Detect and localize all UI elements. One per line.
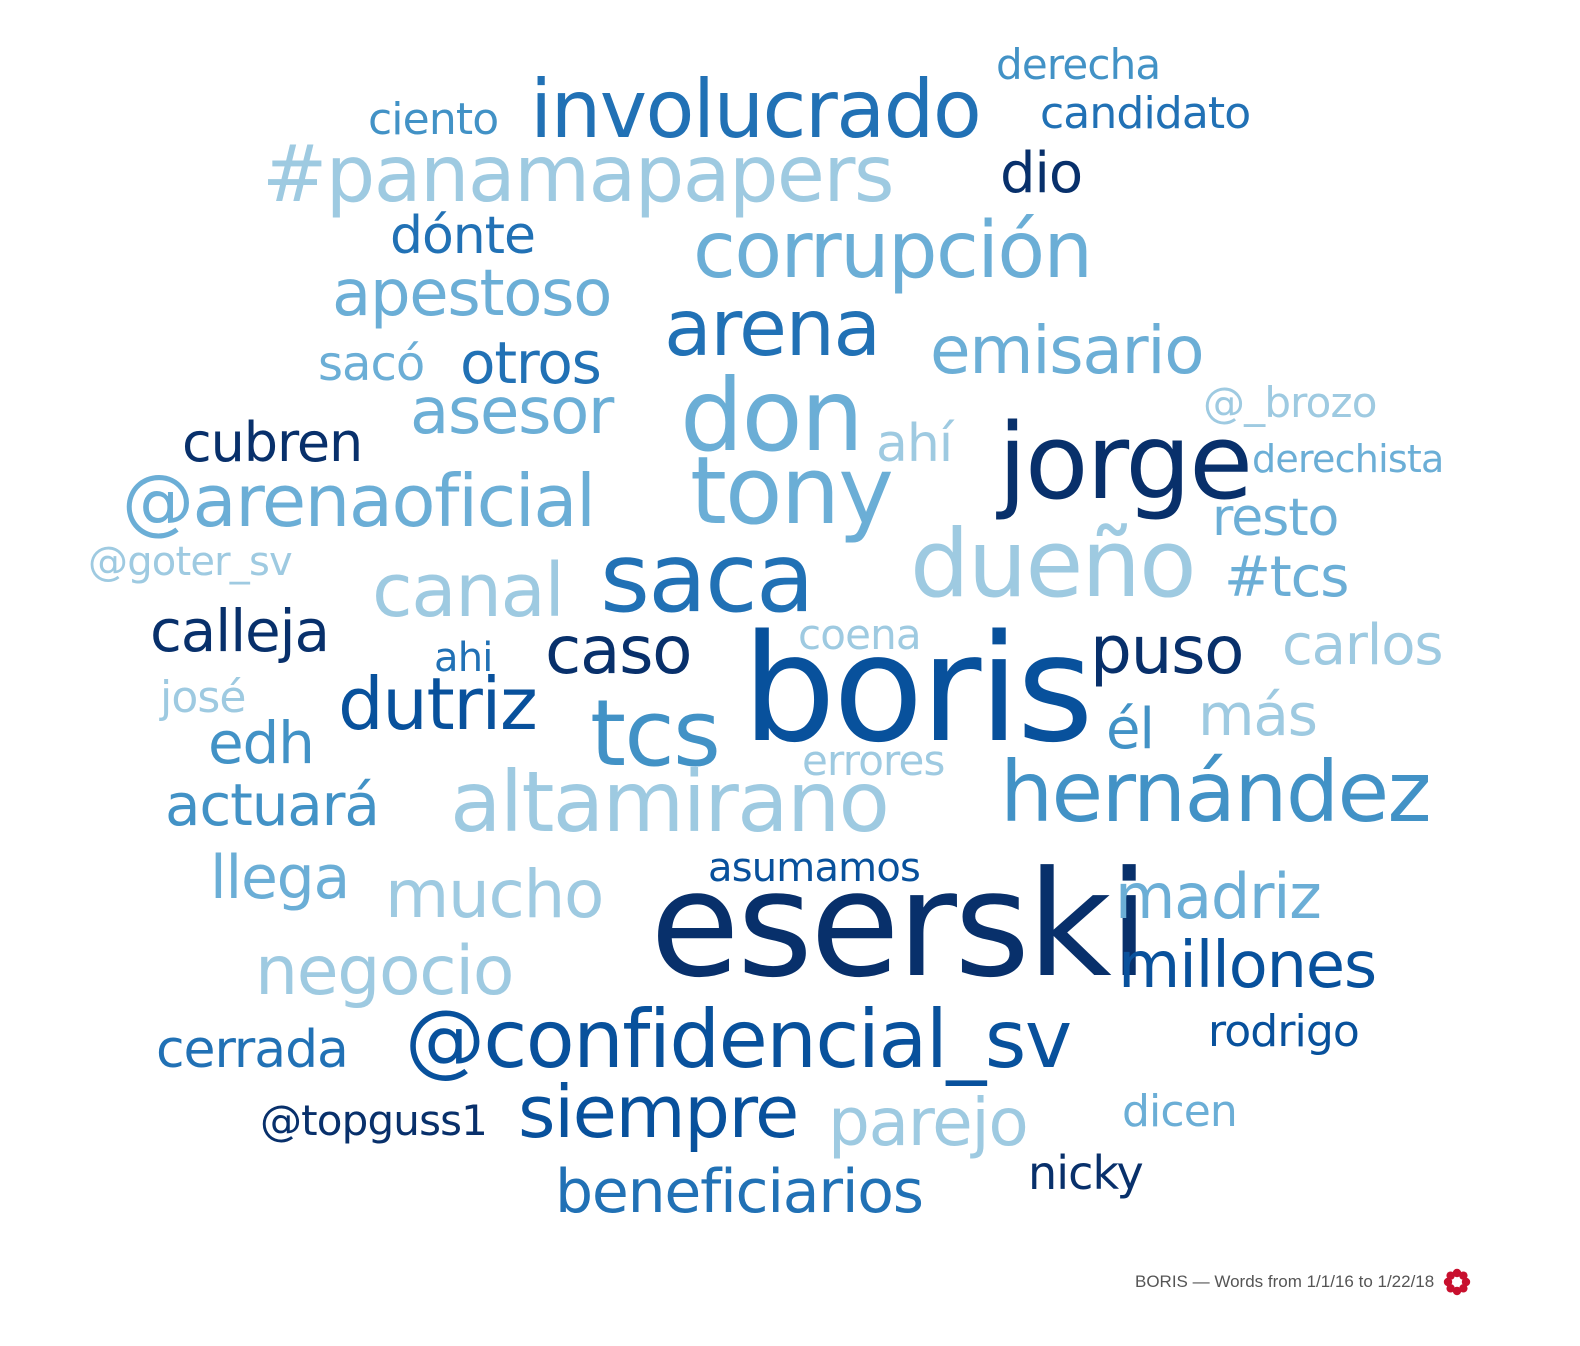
- word-jose: josé: [160, 672, 247, 723]
- word-beneficiarios: beneficiarios: [555, 1157, 924, 1227]
- word-confidencial-sv: @confidencial_sv: [405, 993, 1072, 1086]
- word-arenaoficial: @arenaoficial: [122, 459, 596, 543]
- word-saca: saca: [600, 522, 815, 634]
- word-jorge: jorge: [998, 401, 1253, 523]
- flower-petal: [1459, 1284, 1468, 1293]
- word-apestoso: apestoso: [332, 257, 612, 331]
- word-cerrada: cerrada: [156, 1020, 349, 1080]
- word-hernandez: hernández: [1000, 743, 1432, 841]
- word-rodrigo: rodrigo: [1208, 1006, 1360, 1057]
- flower-petal: [1453, 1268, 1462, 1278]
- flower-petal: [1444, 1277, 1453, 1287]
- word-boris: boris: [742, 603, 1094, 775]
- word-ciento: ciento: [368, 94, 499, 145]
- word-siempre: siempre: [518, 1070, 799, 1154]
- word-arena: arena: [664, 284, 881, 374]
- word-dueno: dueño: [910, 510, 1197, 619]
- word-saco: sacó: [318, 336, 425, 392]
- word-actuara: actuará: [165, 771, 380, 839]
- word-panamapapers: #panamapapers: [262, 130, 894, 220]
- word-don: don: [680, 357, 864, 474]
- word-calleja: calleja: [150, 597, 330, 665]
- word-dutriz: dutriz: [338, 662, 538, 746]
- word-eserski: eserski: [650, 840, 1149, 1010]
- word-asumamos: asumamos: [708, 845, 921, 891]
- word-ahi-accent: ahí: [876, 414, 953, 474]
- word-emisario: emisario: [930, 312, 1205, 389]
- word-el: él: [1106, 697, 1155, 762]
- word-ahi: ahi: [434, 635, 493, 681]
- word-tony: tony: [690, 437, 894, 546]
- word-topguss1: @topguss1: [260, 1096, 488, 1145]
- word-asesor: asesor: [410, 375, 614, 449]
- footer-caption: BORIS — Words from 1/1/16 to 1/22/18: [1135, 1268, 1472, 1296]
- word-mucho: mucho: [385, 856, 604, 933]
- word-corrupcion: corrupción: [693, 206, 1093, 296]
- word-canal: canal: [372, 548, 565, 634]
- word-negocio: negocio: [255, 932, 514, 1011]
- word-altamirano: altamirano: [450, 753, 890, 851]
- word-errores: errores: [802, 736, 945, 785]
- word-tcs: tcs: [590, 680, 721, 787]
- flower-petal: [1446, 1271, 1456, 1280]
- word-caso: caso: [545, 612, 693, 689]
- word-resto: resto: [1212, 488, 1339, 548]
- word-brozo: @_brozo: [1203, 378, 1377, 427]
- flower-petal: [1453, 1286, 1462, 1296]
- word-involucrado: involucrado: [530, 63, 982, 156]
- flower-petal: [1462, 1277, 1471, 1287]
- word-donte: dónte: [390, 206, 536, 266]
- word-mas: más: [1198, 681, 1318, 749]
- word-dicen: dicen: [1122, 1086, 1238, 1137]
- word-llega: llega: [210, 843, 350, 913]
- word-candidato: candidato: [1040, 88, 1251, 139]
- word-dio: dio: [1000, 141, 1083, 206]
- word-otros: otros: [460, 329, 602, 397]
- flower-icon: [1444, 1268, 1471, 1296]
- word-madriz: madriz: [1115, 860, 1322, 933]
- word-goter-sv: @goter_sv: [88, 539, 293, 585]
- word-derechista: derechista: [1252, 437, 1444, 481]
- word-nicky: nicky: [1028, 1146, 1144, 1200]
- word-carlos: carlos: [1282, 613, 1444, 678]
- flower-center: [1453, 1278, 1461, 1286]
- word-puso: puso: [1090, 612, 1245, 689]
- word-parejo: parejo: [828, 1084, 1029, 1161]
- flower-petal: [1459, 1271, 1468, 1280]
- word-coena: coena: [798, 610, 922, 659]
- word-derecha: derecha: [996, 40, 1161, 89]
- caption-text: BORIS — Words from 1/1/16 to 1/22/18: [1135, 1272, 1435, 1291]
- word-millones: millones: [1118, 929, 1377, 1003]
- word-edh: edh: [208, 709, 315, 777]
- word-hashtag-tcs: #tcs: [1224, 545, 1349, 610]
- flower-petal: [1446, 1284, 1456, 1293]
- word-cubren: cubren: [182, 411, 363, 474]
